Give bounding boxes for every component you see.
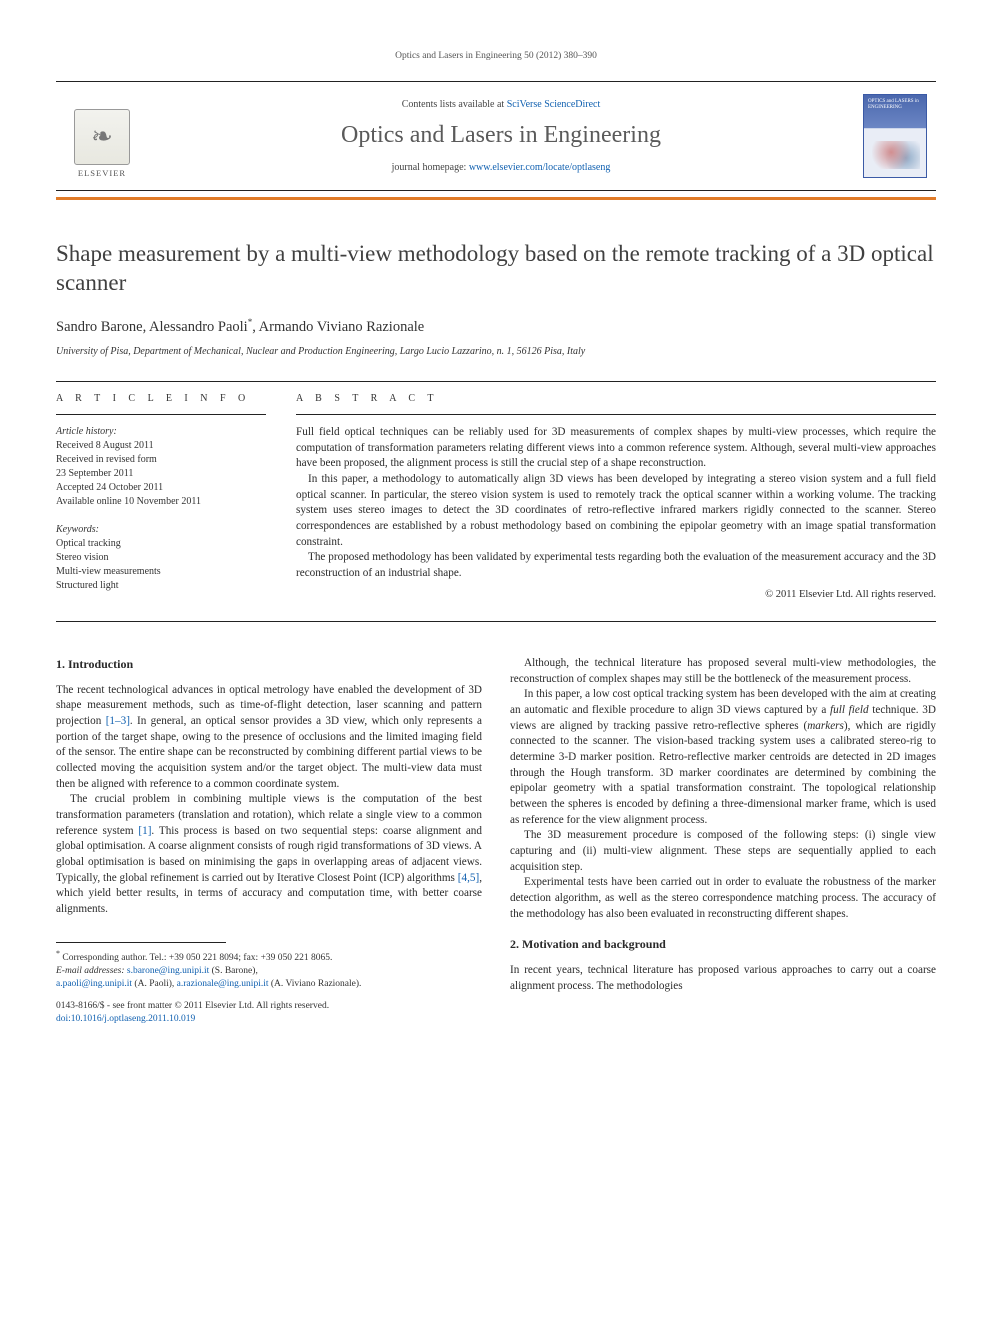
abstract-paragraph: In this paper, a methodology to automati… (296, 472, 936, 550)
history-line: 23 September 2011 (56, 467, 266, 481)
italic-term: markers (807, 720, 844, 732)
keywords-label: Keywords: (56, 523, 266, 537)
affiliation: University of Pisa, Department of Mechan… (56, 345, 936, 359)
journal-homepage-link[interactable]: www.elsevier.com/locate/optlaseng (469, 162, 611, 173)
footnotes: * Corresponding author. Tel.: +39 050 22… (56, 949, 482, 991)
body-paragraph: In this paper, a low cost optical tracki… (510, 687, 936, 828)
abstract-paragraph: The proposed methodology has been valida… (296, 550, 936, 581)
abstract-label: A B S T R A C T (296, 382, 936, 415)
contents-prefix: Contents lists available at (402, 99, 507, 110)
history-line: Received in revised form (56, 453, 266, 467)
citation-link[interactable]: [1–3] (106, 715, 130, 727)
keyword: Structured light (56, 579, 266, 593)
body-paragraph: The 3D measurement procedure is composed… (510, 828, 936, 875)
author: Armando Viviano Razionale (259, 319, 425, 335)
elsevier-logo: ❧ ELSEVIER (66, 92, 138, 180)
issn-line: 0143-8166/$ - see front matter © 2011 El… (56, 1000, 482, 1013)
keyword: Multi-view measurements (56, 565, 266, 579)
email-link[interactable]: s.barone@ing.unipi.it (127, 966, 209, 976)
history-label: Article history: (56, 425, 266, 439)
footnote-rule (56, 942, 226, 943)
journal-cover-cell: OPTICS and LASERS in ENGINEERING (854, 82, 936, 190)
info-abstract-block: A R T I C L E I N F O Article history: R… (56, 381, 936, 622)
masthead-center: Contents lists available at SciVerse Sci… (148, 82, 854, 190)
article-title: Shape measurement by a multi-view method… (56, 240, 936, 298)
body-paragraph: Although, the technical literature has p… (510, 656, 936, 687)
journal-cover-thumbnail: OPTICS and LASERS in ENGINEERING (863, 94, 927, 178)
emails-footnote: E-mail addresses: s.barone@ing.unipi.it … (56, 965, 482, 978)
citation-link[interactable]: [1] (138, 825, 151, 837)
keyword: Optical tracking (56, 537, 266, 551)
abstract-copyright: © 2011 Elsevier Ltd. All rights reserved… (296, 588, 936, 603)
body-paragraph: The recent technological advances in opt… (56, 683, 482, 793)
italic-term: full field (830, 704, 869, 716)
journal-masthead: ❧ ELSEVIER Contents lists available at S… (56, 81, 936, 191)
email-who: (A. Viviano Razionale) (271, 979, 359, 989)
emails-footnote-line2: a.paoli@ing.unipi.it (A. Paoli), a.razio… (56, 978, 482, 991)
corresponding-text: Corresponding author. Tel.: +39 050 221 … (62, 953, 332, 963)
publisher-name: ELSEVIER (78, 168, 126, 180)
email-link[interactable]: a.razionale@ing.unipi.it (177, 979, 269, 989)
abstract-paragraph: Full field optical techniques can be rel… (296, 425, 936, 472)
keyword: Stereo vision (56, 551, 266, 565)
citation-link[interactable]: [4,5] (458, 872, 479, 884)
doi-line: doi:10.1016/j.optlaseng.2011.10.019 (56, 1013, 482, 1026)
abstract-column: A B S T R A C T Full field optical techn… (296, 382, 936, 607)
homepage-prefix: journal homepage: (392, 162, 469, 173)
para-text: ), which are rigidly connected to the sc… (510, 720, 936, 826)
journal-homepage-line: journal homepage: www.elsevier.com/locat… (392, 161, 611, 175)
article-info-label: A R T I C L E I N F O (56, 382, 266, 415)
author-list: Sandro Barone, Alessandro Paoli*, Armand… (56, 316, 936, 337)
sciencedirect-link[interactable]: SciVerse ScienceDirect (507, 99, 601, 110)
emails-label: E-mail addresses: (56, 966, 125, 976)
keywords-block: Keywords: Optical tracking Stereo vision… (56, 523, 266, 593)
body-paragraph: The crucial problem in combining multipl… (56, 792, 482, 917)
front-matter-meta: 0143-8166/$ - see front matter © 2011 El… (56, 1000, 482, 1026)
section-heading: 1. Introduction (56, 656, 482, 673)
article-body: 1. Introduction The recent technological… (56, 656, 936, 1026)
page: Optics and Lasers in Engineering 50 (201… (0, 0, 992, 1066)
author: Sandro Barone (56, 319, 143, 335)
body-paragraph: In recent years, technical literature ha… (510, 963, 936, 994)
history-line: Accepted 24 October 2011 (56, 481, 266, 495)
history-line: Received 8 August 2011 (56, 439, 266, 453)
cover-caption: OPTICS and LASERS in ENGINEERING (868, 99, 922, 110)
asterisk-icon: * (56, 949, 60, 958)
running-head: Optics and Lasers in Engineering 50 (201… (56, 50, 936, 63)
section-heading: 2. Motivation and background (510, 936, 936, 953)
journal-title: Optics and Lasers in Engineering (341, 119, 661, 153)
doi-link[interactable]: doi:10.1016/j.optlaseng.2011.10.019 (56, 1014, 195, 1024)
corresponding-marker-icon: * (248, 317, 253, 327)
publisher-logo-cell: ❧ ELSEVIER (56, 82, 148, 190)
section-gap (510, 922, 936, 936)
abstract-text: Full field optical techniques can be rel… (296, 425, 936, 582)
contents-available-line: Contents lists available at SciVerse Sci… (402, 98, 601, 112)
body-paragraph: Experimental tests have been carried out… (510, 875, 936, 922)
article-info-column: A R T I C L E I N F O Article history: R… (56, 382, 266, 607)
history-line: Available online 10 November 2011 (56, 495, 266, 509)
article-history: Article history: Received 8 August 2011 … (56, 425, 266, 509)
masthead-accent-rule (56, 197, 936, 200)
email-who: (A. Paoli) (134, 979, 171, 989)
corresponding-footnote: * Corresponding author. Tel.: +39 050 22… (56, 949, 482, 965)
email-who: (S. Barone) (212, 966, 256, 976)
elsevier-tree-icon: ❧ (74, 109, 130, 165)
email-link[interactable]: a.paoli@ing.unipi.it (56, 979, 132, 989)
author: Alessandro Paoli (149, 319, 248, 335)
